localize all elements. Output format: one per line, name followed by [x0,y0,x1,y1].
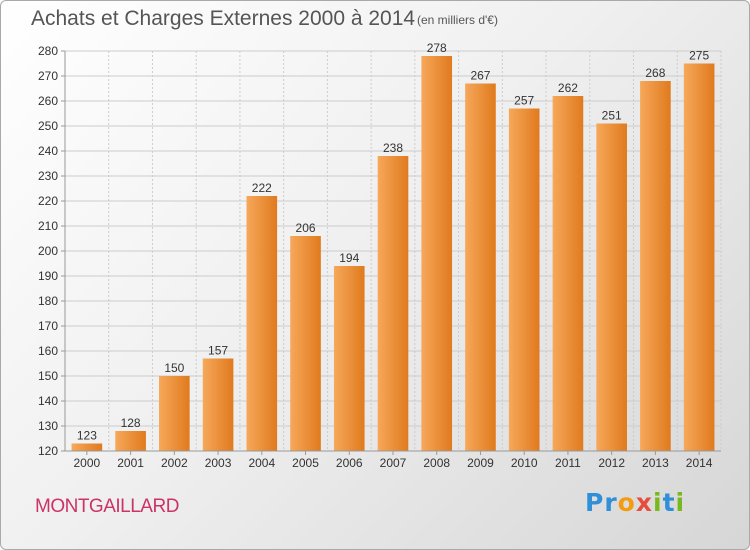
bar-2004 [246,196,278,451]
bar-2014 [683,63,715,451]
bar-2000 [71,443,103,451]
bar-2001 [115,431,146,451]
proxiti-logo: Proxiti [585,488,685,517]
x-tick-label: 2009 [467,456,494,470]
logo-letter: t [662,488,676,517]
x-tick-label: 2008 [423,456,450,470]
value-label: 275 [689,49,709,63]
chart-title: Achats et Charges Externes 2000 à 2014 [31,7,416,30]
x-tick-label: 2005 [292,456,319,470]
y-tick-label: 220 [38,194,58,208]
y-tick-label: 210 [38,219,58,233]
bar-2011 [552,96,584,451]
bar-2002 [159,376,190,451]
value-label: 123 [77,429,97,443]
bars: 123 128 150 157 222 206 194 238 278 267 257 262 251 2… [71,41,715,451]
y-tick-label: 160 [38,344,58,358]
y-tick-label: 200 [38,244,58,258]
x-tick-label: 2000 [74,456,101,470]
place-name: MONTGAILLARD [35,496,179,517]
value-label: 128 [121,416,141,430]
axes: 120 130 140 150 160 170 180 190 200 210 220 230 240 2… [38,44,721,470]
x-tick-label: 2014 [686,456,713,470]
bar-2007 [377,156,409,451]
value-label: 267 [470,69,490,83]
y-tick-label: 280 [38,44,58,58]
x-tick-label: 2001 [117,456,144,470]
x-tick-label: 2007 [380,456,407,470]
y-tick-label: 130 [38,419,58,433]
bar-2013 [640,81,671,451]
value-label: 206 [296,221,316,235]
x-tick-label: 2006 [336,456,363,470]
x-tick-label: 2002 [161,456,188,470]
logo-letter: P [585,488,605,517]
value-label: 157 [208,344,228,358]
value-label: 278 [427,41,447,55]
y-tick-label: 270 [38,69,58,83]
y-tick-label: 120 [38,444,58,458]
logo-letter: o [617,488,636,517]
y-tick-label: 230 [38,169,58,183]
bar-2006 [333,266,365,451]
bar-2012 [596,123,627,451]
y-tick-label: 190 [38,269,58,283]
logo-letter: r [604,488,618,517]
bar-2005 [290,236,321,451]
value-label: 251 [602,109,622,123]
x-tick-label: 2003 [205,456,232,470]
bar-2009 [465,83,496,451]
y-tick-label: 180 [38,294,58,308]
logo-letter: x [635,488,653,517]
x-tick-label: 2011 [555,456,581,470]
x-tick-label: 2012 [598,456,625,470]
y-tick-label: 150 [38,369,58,383]
logo-letter: i [653,488,663,517]
x-tick-label: 2013 [642,456,669,470]
y-tick-label: 140 [38,394,58,408]
y-tick-label: 240 [38,144,58,158]
value-label: 238 [383,141,403,155]
value-label: 194 [339,251,359,265]
y-tick-label: 250 [38,119,58,133]
value-label: 222 [252,181,272,195]
value-label: 257 [514,94,534,108]
y-tick-label: 170 [38,319,58,333]
value-label: 150 [164,361,184,375]
x-tick-label: 2010 [511,456,538,470]
value-label: 268 [645,66,665,80]
bar-2008 [421,56,453,451]
value-label: 262 [558,81,578,95]
chart-subtitle: (en milliers d'€) [417,13,498,27]
logo-letter: i [675,488,686,517]
y-tick-label: 260 [38,94,58,108]
bar-2003 [202,358,234,451]
x-tick-label: 2004 [248,456,275,470]
bar-2010 [508,108,540,451]
